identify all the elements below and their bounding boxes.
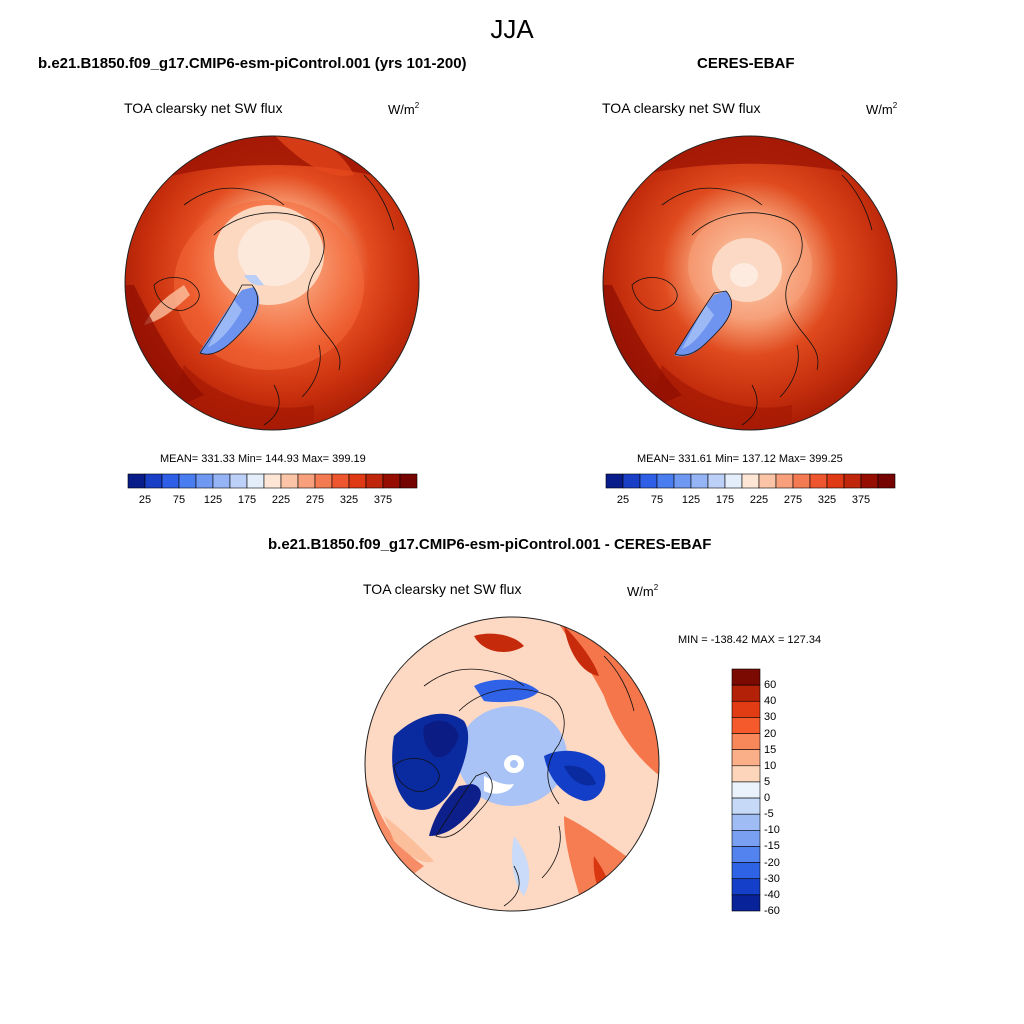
- colorbar-tick-label: -40: [764, 888, 780, 901]
- colorbar-swatch: [639, 473, 658, 489]
- colorbar-swatch: [731, 878, 761, 896]
- colorbar-tick-label: 25: [138, 494, 152, 506]
- colorbar-swatch: [297, 473, 316, 489]
- colorbar-swatch: [731, 733, 761, 750]
- colorbar-tick-label: -5: [764, 808, 774, 821]
- colorbar-swatch: [731, 830, 761, 847]
- colorbar-swatch: [399, 473, 418, 489]
- diff-panel-title: b.e21.B1850.f09_g17.CMIP6-esm-piControl.…: [268, 536, 712, 553]
- colorbar-swatch: [605, 473, 624, 489]
- colorbar-tick-label: -15: [764, 840, 780, 853]
- colorbar-tick-label: 75: [650, 494, 664, 506]
- colorbar-tick-label: 325: [339, 494, 359, 506]
- colorbar-swatch: [365, 473, 384, 489]
- colorbar-swatch: [877, 473, 896, 489]
- colorbar-swatch: [731, 765, 761, 783]
- model-stats-text: MEAN= 331.33 Min= 144.93 Max= 399.19: [160, 453, 366, 465]
- colorbar-swatch: [144, 473, 163, 489]
- colorbar-swatch: [731, 700, 761, 718]
- colorbar-swatch: [246, 473, 265, 489]
- obs-units-label: W/m2: [866, 101, 898, 117]
- diff-stats-text: MIN = -138.42 MAX = 127.34: [678, 634, 822, 646]
- colorbar-tick-label: 20: [764, 727, 777, 740]
- colorbar-swatch: [656, 473, 675, 489]
- colorbar-tick-label: 175: [237, 494, 257, 506]
- colorbar-tick-label: 175: [715, 494, 735, 506]
- colorbar-swatch: [731, 668, 761, 686]
- colorbar-tick-label: 0: [764, 792, 771, 805]
- model-variable-label: TOA clearsky net SW flux: [124, 100, 283, 116]
- diff-variable-label: TOA clearsky net SW flux: [363, 581, 522, 597]
- diff-colorbar: [731, 668, 761, 912]
- colorbar-swatch: [724, 473, 743, 489]
- colorbar-tick-label: 275: [305, 494, 325, 506]
- colorbar-swatch: [314, 473, 333, 489]
- colorbar-swatch: [622, 473, 641, 489]
- colorbar-tick-label: -10: [764, 824, 780, 837]
- colorbar-tick-label: 375: [373, 494, 393, 506]
- colorbar-tick-label: 125: [203, 494, 223, 506]
- colorbar-tick-label: -60: [764, 905, 780, 917]
- colorbar-tick-label: 225: [749, 494, 769, 506]
- colorbar-tick-label: 275: [783, 494, 803, 506]
- obs-colorbar: [605, 473, 896, 489]
- colorbar-swatch: [731, 797, 761, 815]
- colorbar-swatch: [731, 813, 761, 831]
- model-colorbar: [127, 473, 418, 489]
- colorbar-swatch: [731, 781, 761, 799]
- colorbar-tick-label: 325: [817, 494, 837, 506]
- model-panel-title: b.e21.B1850.f09_g17.CMIP6-esm-piControl.…: [38, 55, 467, 72]
- colorbar-swatch: [860, 473, 879, 489]
- colorbar-swatch: [280, 473, 299, 489]
- colorbar-tick-label: 25: [616, 494, 630, 506]
- colorbar-swatch: [731, 684, 761, 702]
- colorbar-swatch: [331, 473, 350, 489]
- colorbar-tick-label: 60: [764, 679, 777, 692]
- colorbar-swatch: [758, 473, 777, 489]
- colorbar-swatch: [127, 473, 146, 489]
- colorbar-swatch: [348, 473, 367, 489]
- colorbar-swatch: [731, 717, 761, 734]
- colorbar-tick-label: -20: [764, 856, 780, 869]
- colorbar-swatch: [673, 473, 692, 489]
- diff-polar-map: [364, 616, 660, 912]
- colorbar-swatch: [731, 862, 761, 880]
- colorbar-tick-label: 10: [764, 759, 777, 772]
- colorbar-swatch: [809, 473, 828, 489]
- colorbar-swatch: [741, 473, 760, 489]
- colorbar-swatch: [195, 473, 214, 489]
- colorbar-swatch: [690, 473, 709, 489]
- colorbar-swatch: [775, 473, 794, 489]
- colorbar-swatch: [731, 846, 761, 863]
- colorbar-swatch: [707, 473, 726, 489]
- colorbar-tick-label: 75: [172, 494, 186, 506]
- obs-panel-title: CERES-EBAF: [697, 55, 795, 72]
- colorbar-swatch: [792, 473, 811, 489]
- colorbar-tick-label: 15: [764, 743, 777, 756]
- colorbar-tick-label: -30: [764, 872, 780, 885]
- colorbar-swatch: [161, 473, 180, 489]
- colorbar-swatch: [731, 894, 761, 912]
- colorbar-swatch: [382, 473, 401, 489]
- obs-variable-label: TOA clearsky net SW flux: [602, 100, 761, 116]
- colorbar-swatch: [843, 473, 862, 489]
- colorbar-swatch: [826, 473, 845, 489]
- colorbar-swatch: [212, 473, 231, 489]
- colorbar-tick-label: 125: [681, 494, 701, 506]
- obs-stats-text: MEAN= 331.61 Min= 137.12 Max= 399.25: [637, 453, 843, 465]
- colorbar-tick-label: 40: [764, 695, 777, 708]
- diff-units-label: W/m2: [627, 583, 659, 599]
- model-units-label: W/m2: [388, 101, 420, 117]
- colorbar-swatch: [263, 473, 282, 489]
- colorbar-tick-label: 30: [764, 711, 777, 724]
- colorbar-swatch: [731, 749, 761, 767]
- colorbar-swatch: [229, 473, 248, 489]
- colorbar-swatch: [178, 473, 197, 489]
- model-polar-map: [124, 135, 420, 431]
- colorbar-tick-label: 5: [764, 775, 771, 788]
- colorbar-tick-label: 375: [851, 494, 871, 506]
- obs-polar-map: [602, 135, 898, 431]
- page-title: JJA: [490, 14, 534, 44]
- colorbar-tick-label: 225: [271, 494, 291, 506]
